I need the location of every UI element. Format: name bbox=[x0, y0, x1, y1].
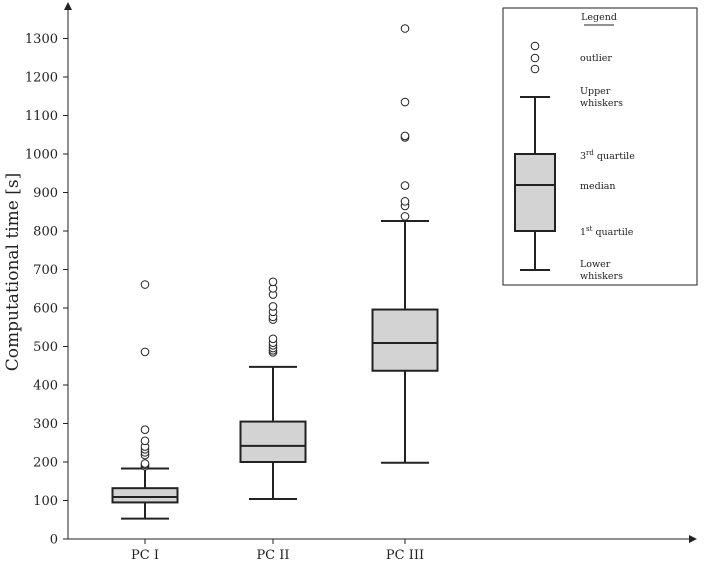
box-3: PC III bbox=[371, 24, 439, 563]
legend-box bbox=[514, 153, 556, 232]
outlier-point bbox=[400, 97, 410, 107]
y-tick-label: 1300 bbox=[25, 32, 58, 47]
y-ticks: 0 100 200 300 400 500 600 700 800 900 1000 1100 1200… bbox=[25, 32, 68, 548]
y-tick-label: 1100 bbox=[25, 109, 58, 124]
outlier-point bbox=[268, 334, 278, 344]
outlier-point bbox=[140, 425, 150, 434]
outlier-point bbox=[268, 277, 278, 287]
boxes: PC I PC II PC III bbox=[111, 24, 439, 563]
outlier-point bbox=[140, 347, 150, 357]
outlier-point bbox=[140, 280, 150, 289]
y-tick-label: 500 bbox=[33, 340, 58, 355]
box-2: PC II bbox=[239, 277, 307, 563]
iqr-box bbox=[371, 308, 439, 372]
y-tick-label: 300 bbox=[33, 417, 58, 432]
legend-frame bbox=[502, 7, 698, 286]
iqr-box bbox=[111, 487, 179, 504]
legend: Legend outlier Upper whiskers 3rd quarti… bbox=[502, 7, 698, 286]
x-tick-label: PC I bbox=[131, 548, 159, 563]
y-tick-label: 100 bbox=[33, 494, 58, 509]
y-axis-title: Computational time [s] bbox=[3, 173, 23, 371]
legend-label-upper-whiskers-2: whiskers bbox=[580, 98, 623, 109]
legend-label-lower-whiskers-2: whiskers bbox=[580, 271, 623, 282]
outlier-point bbox=[140, 459, 150, 468]
x-tick-label: PC II bbox=[256, 548, 289, 563]
legend-outlier-marker bbox=[530, 41, 540, 51]
y-tick-label: 600 bbox=[33, 302, 58, 317]
x-tick-label: PC III bbox=[386, 548, 424, 563]
y-tick-label: 0 bbox=[50, 533, 58, 548]
y-tick-label: 1200 bbox=[25, 71, 58, 86]
y-tick-label: 900 bbox=[33, 186, 58, 201]
y-tick-label: 1000 bbox=[25, 148, 58, 163]
legend-outlier-marker bbox=[530, 64, 540, 74]
outlier-point bbox=[140, 436, 150, 446]
outlier-point bbox=[268, 302, 278, 311]
outlier-point bbox=[400, 197, 410, 206]
outlier-point bbox=[400, 131, 410, 141]
legend-outlier-marker bbox=[530, 53, 540, 63]
outlier-point bbox=[400, 24, 410, 33]
legend-label-outlier: outlier bbox=[580, 53, 612, 64]
y-tick-label: 800 bbox=[33, 225, 58, 240]
outlier-point bbox=[400, 212, 410, 221]
legend-label-third-quartile: 3rd quartile bbox=[580, 149, 635, 162]
box-1: PC I bbox=[111, 280, 179, 563]
legend-title: Legend bbox=[581, 12, 617, 23]
legend-label-first-quartile: 1st quartile bbox=[580, 225, 634, 238]
outlier-point bbox=[400, 181, 410, 190]
legend-label-upper-whiskers: Upper bbox=[580, 86, 611, 97]
legend-label-lower-whiskers: Lower bbox=[580, 259, 611, 270]
legend-label-median: median bbox=[580, 181, 616, 192]
y-tick-label: 400 bbox=[33, 379, 58, 394]
y-tick-label: 700 bbox=[33, 263, 58, 278]
iqr-box bbox=[239, 420, 307, 464]
y-tick-label: 200 bbox=[33, 456, 58, 471]
